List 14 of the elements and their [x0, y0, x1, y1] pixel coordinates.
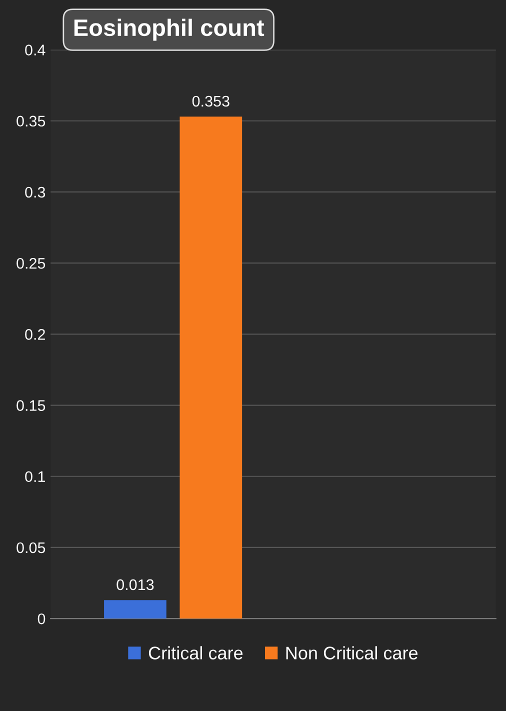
y-tick-label: 0 — [38, 613, 46, 624]
y-tick-label: 0.2 — [25, 329, 45, 340]
data-label: 0.013 — [116, 579, 154, 590]
legend-label: Critical care — [148, 646, 243, 660]
y-tick-label: 0.35 — [16, 116, 46, 127]
y-tick-label: 0.3 — [25, 186, 46, 198]
y-tick-label: 0.15 — [16, 400, 46, 411]
y-tick-label: 0.25 — [16, 258, 46, 269]
chart-title: Eosinophil count — [74, 18, 264, 41]
legend-label: Non Critical care — [286, 646, 418, 660]
y-tick-label: 0.4 — [25, 44, 46, 56]
y-tick-label: 0.05 — [16, 542, 46, 554]
data-label: 0.353 — [192, 96, 230, 107]
y-tick-label: 0.1 — [25, 471, 45, 482]
